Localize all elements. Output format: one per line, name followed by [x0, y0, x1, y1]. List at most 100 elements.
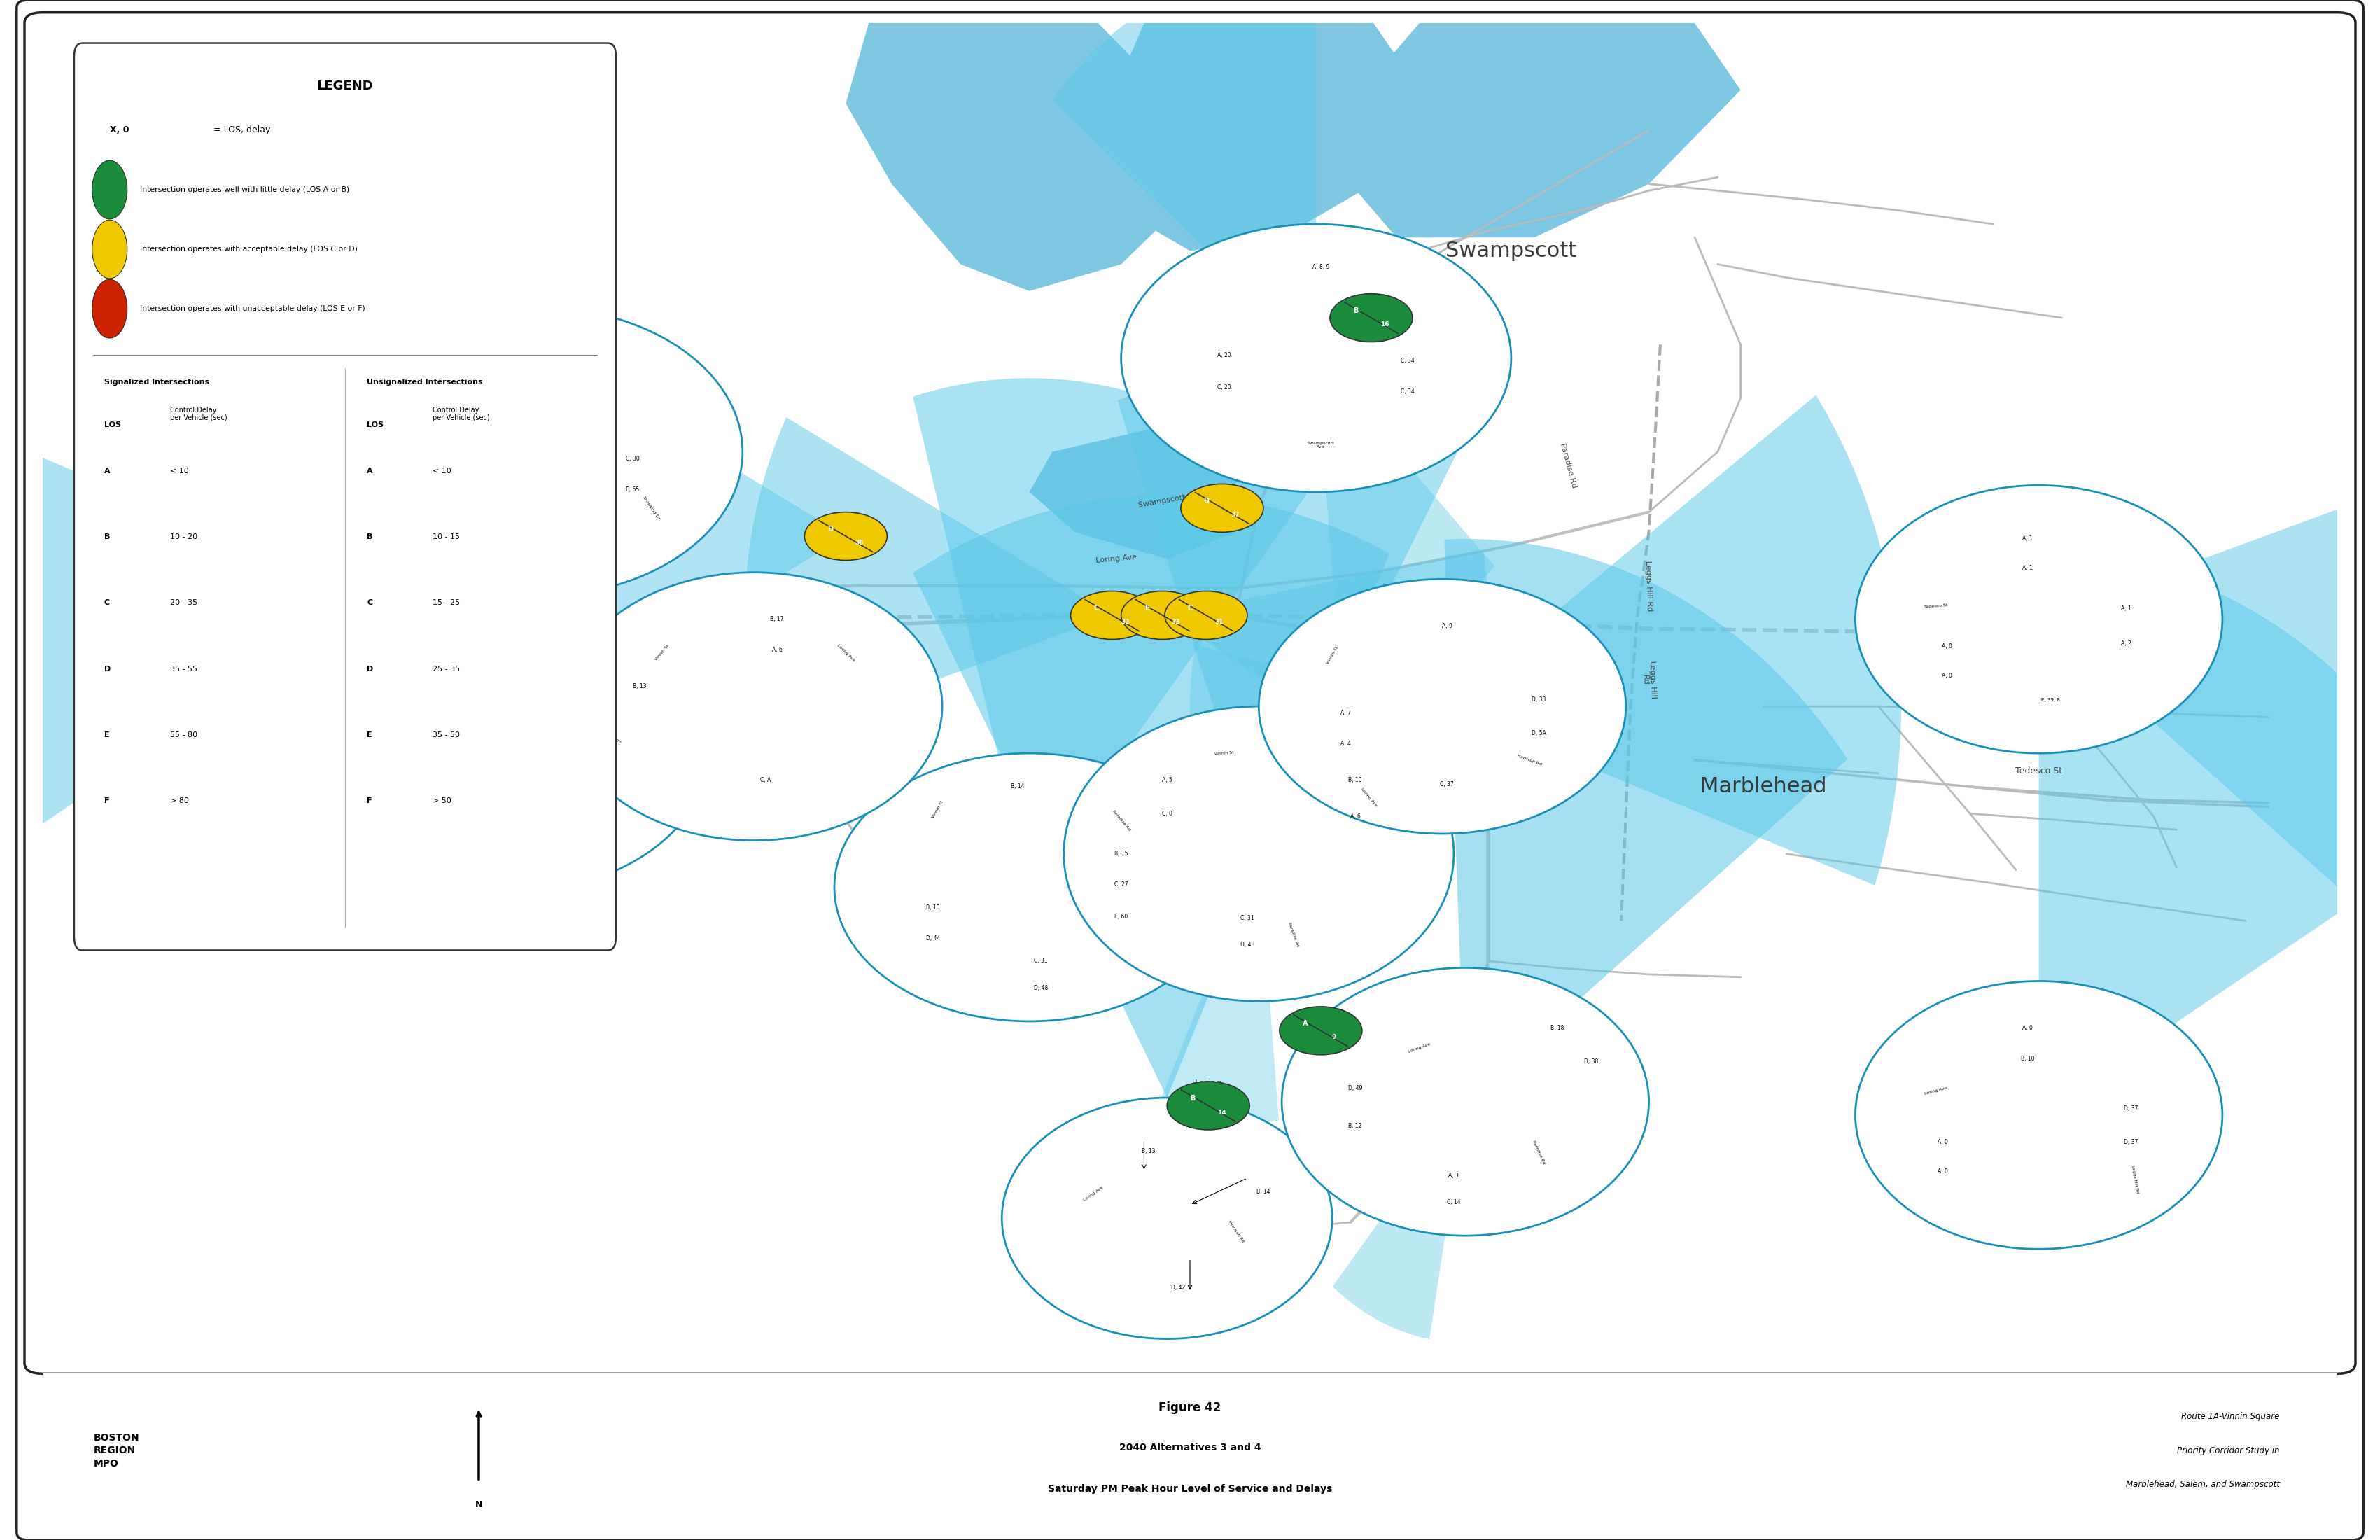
Text: D: D [1204, 497, 1209, 505]
Text: D, 49: D, 49 [1347, 1086, 1361, 1092]
Text: Tedesco St: Tedesco St [2016, 767, 2063, 775]
Text: D, 38: D, 38 [1585, 1058, 1599, 1064]
Text: < 10: < 10 [433, 468, 452, 474]
Text: A, 5: A, 5 [1161, 778, 1173, 784]
Text: Shopping Dr: Shopping Dr [643, 496, 659, 521]
Text: Pickman Rd: Pickman Rd [1228, 1220, 1245, 1243]
Text: C, 10: C, 10 [374, 516, 388, 522]
Text: A, 6: A, 6 [771, 647, 783, 653]
Text: B: B [105, 533, 109, 541]
Text: E: E [1145, 605, 1150, 611]
Polygon shape [1349, 23, 1740, 237]
Text: E, 73: E, 73 [409, 468, 424, 474]
Text: Marblehead, Salem, and Swampscott: Marblehead, Salem, and Swampscott [2125, 1480, 2280, 1489]
Text: BOSTON
REGION
MPO: BOSTON REGION MPO [93, 1432, 140, 1469]
Polygon shape [1161, 853, 1278, 1121]
Circle shape [93, 220, 126, 279]
Text: D, 49: D, 49 [390, 661, 405, 667]
Text: A: A [1302, 1019, 1307, 1027]
Text: C, 0: C, 0 [1161, 810, 1173, 816]
Circle shape [1121, 591, 1204, 639]
Text: A, 0: A, 0 [1937, 1169, 1947, 1175]
Text: B, 17: B, 17 [771, 616, 783, 622]
Text: Loring Ave: Loring Ave [1083, 1186, 1104, 1203]
Polygon shape [250, 559, 433, 667]
Text: A, 3: A, 3 [1449, 1172, 1459, 1178]
Text: D, 38: D, 38 [1533, 696, 1547, 702]
Text: Loring Ave: Loring Ave [1923, 1086, 1947, 1095]
Text: A, 20: A, 20 [1219, 353, 1230, 359]
Text: B, 13: B, 13 [369, 736, 383, 742]
Text: Paradise Rd: Paradise Rd [1288, 921, 1299, 947]
Polygon shape [914, 379, 1307, 887]
Text: C, 25: C, 25 [393, 687, 405, 693]
Text: Essex St: Essex St [1390, 601, 1426, 610]
Text: E, 39, 8: E, 39, 8 [2042, 698, 2059, 702]
Polygon shape [1114, 1098, 1221, 1338]
Text: D, 54: D, 54 [507, 830, 521, 836]
Ellipse shape [328, 306, 743, 596]
Text: LOS: LOS [105, 422, 121, 428]
Text: > 80: > 80 [169, 798, 188, 804]
Text: B, 10: B, 10 [2021, 1055, 2035, 1063]
Ellipse shape [1259, 579, 1626, 833]
Text: 16: 16 [1380, 322, 1390, 328]
Text: 35 - 50: 35 - 50 [433, 732, 459, 738]
Text: E, 60: E, 60 [1114, 913, 1128, 919]
Text: Swampscott
Ave: Swampscott Ave [1307, 442, 1335, 450]
Text: A, 2: A, 2 [2121, 641, 2130, 647]
Text: C: C [1188, 605, 1192, 611]
Text: < 10: < 10 [169, 468, 188, 474]
Text: Essex St: Essex St [455, 584, 471, 588]
Text: A, 8: A, 8 [474, 690, 483, 696]
Text: C: C [105, 599, 109, 607]
Text: C, 35: C, 35 [533, 530, 547, 536]
Text: C, 14: C, 14 [1447, 1200, 1461, 1206]
Circle shape [1164, 591, 1247, 639]
Text: A, 1: A, 1 [2121, 605, 2130, 611]
Text: 20 - 35: 20 - 35 [169, 599, 198, 607]
Text: B: B [367, 533, 374, 541]
Polygon shape [1166, 550, 1488, 802]
Polygon shape [1097, 23, 1418, 251]
Text: A, 0: A, 0 [1942, 644, 1952, 650]
Text: A, 1: A, 1 [2023, 565, 2033, 571]
Text: Loring Ave: Loring Ave [1409, 1043, 1430, 1053]
Polygon shape [1052, 0, 1316, 359]
Text: 31: 31 [1214, 619, 1223, 625]
Text: B, 12: B, 12 [1349, 1123, 1361, 1129]
Text: A, 6: A, 6 [1349, 813, 1361, 819]
Text: C, 20: C, 20 [1219, 385, 1230, 391]
Text: E, F: E, F [421, 436, 431, 442]
Text: D, 48: D, 48 [1240, 942, 1254, 949]
Text: B, 15: B, 15 [1114, 850, 1128, 856]
Text: Control Delay
per Vehicle (sec): Control Delay per Vehicle (sec) [169, 407, 226, 422]
Polygon shape [478, 339, 845, 735]
Text: A: A [367, 468, 374, 474]
Text: Swampscott Mall Driveway: Swampscott Mall Driveway [1138, 484, 1242, 508]
Text: B: B [1190, 1095, 1195, 1103]
Text: 2040 Alternatives 3 and 4: 2040 Alternatives 3 and 4 [1119, 1443, 1261, 1452]
Text: C: C [367, 599, 374, 607]
Text: 15 - 25: 15 - 25 [433, 599, 459, 607]
Text: D: D [105, 665, 112, 673]
Text: C, 34: C, 34 [1402, 357, 1414, 363]
Text: Priority Corridor Study in: Priority Corridor Study in [2178, 1446, 2280, 1455]
Text: A, 4: A, 4 [1340, 741, 1352, 747]
Text: = LOS, delay: = LOS, delay [214, 126, 271, 134]
Text: 55 - 80: 55 - 80 [169, 732, 198, 738]
Text: B: B [1352, 306, 1359, 314]
Text: Essex St: Essex St [367, 767, 386, 772]
Text: Vinnin St: Vinnin St [1326, 647, 1338, 665]
Text: 10 - 15: 10 - 15 [433, 533, 459, 541]
Text: D: D [828, 525, 833, 533]
Polygon shape [1119, 371, 1466, 853]
Text: C, A: C, A [759, 778, 771, 784]
Text: 9: 9 [1333, 1035, 1335, 1041]
Text: Vinnin St: Vinnin St [1214, 750, 1235, 756]
Text: 60: 60 [414, 499, 421, 507]
Ellipse shape [1064, 707, 1454, 1001]
Text: Salem: Salem [697, 682, 764, 704]
Text: C, 30: C, 30 [626, 456, 640, 462]
Text: D, 42: D, 42 [1171, 1284, 1185, 1291]
